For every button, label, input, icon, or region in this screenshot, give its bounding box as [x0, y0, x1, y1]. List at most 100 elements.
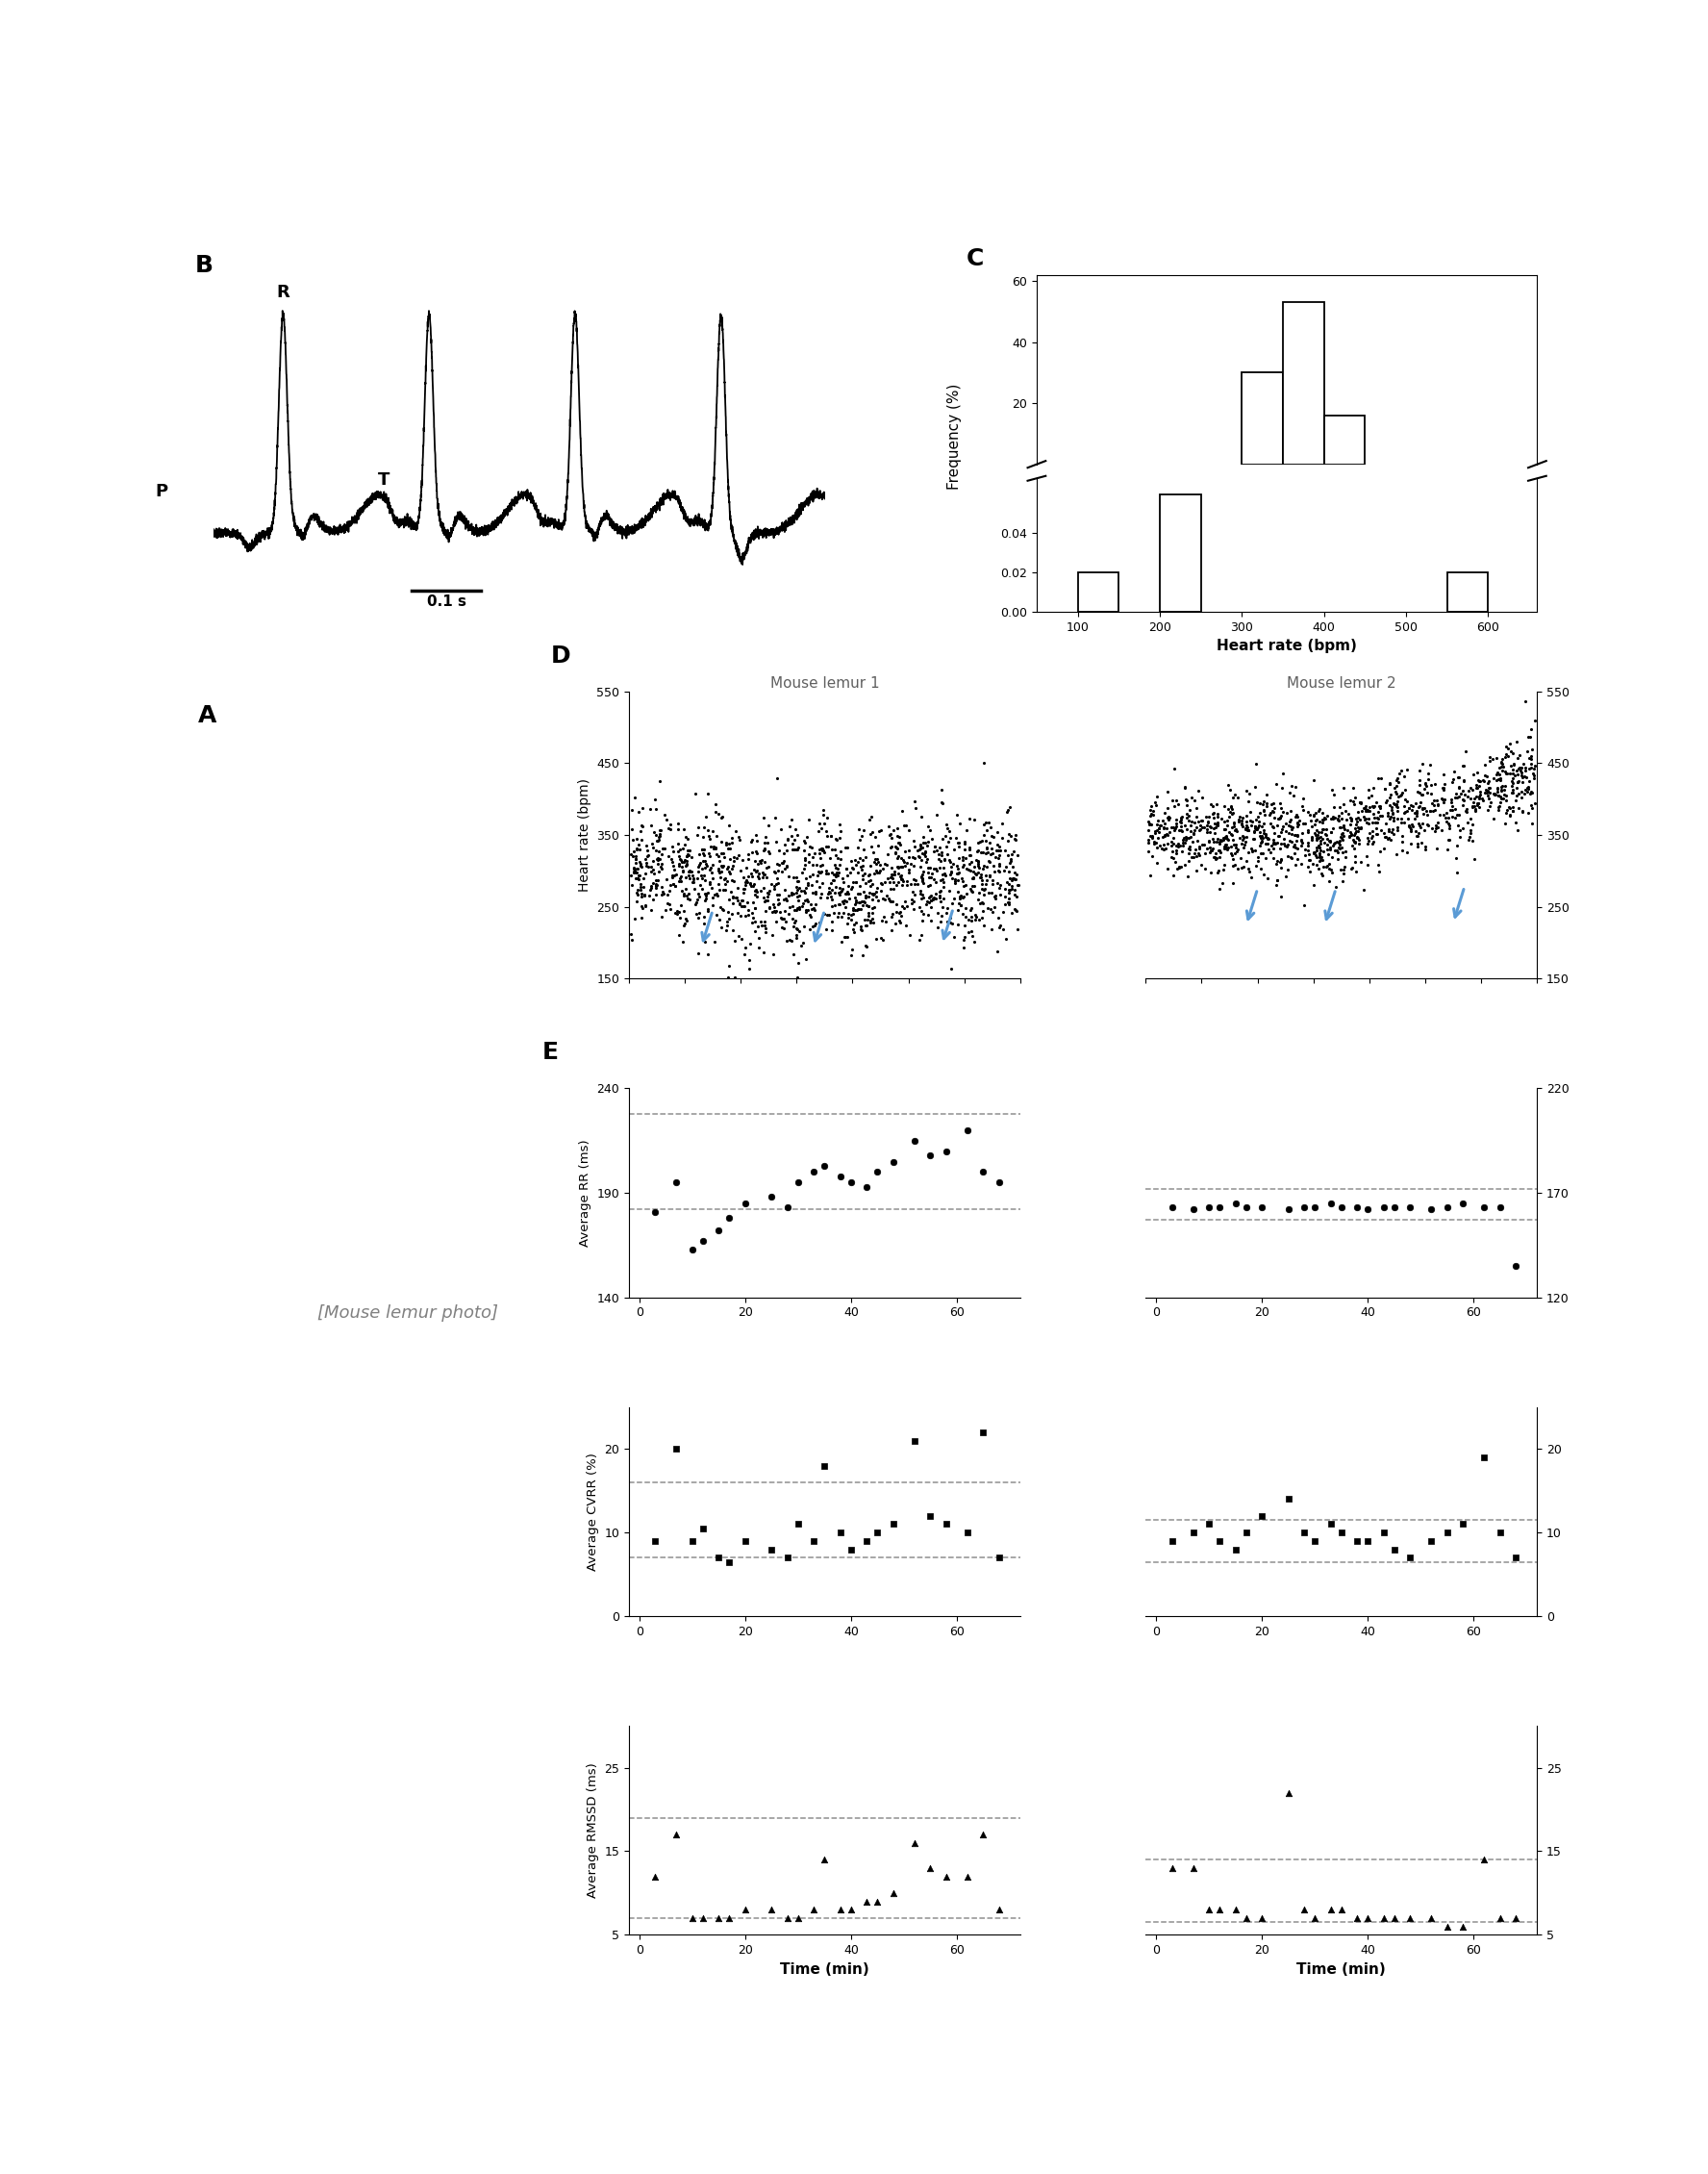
Point [1155, 817, 1182, 852]
Point [625, 859, 652, 894]
Point [960, 870, 987, 904]
Point [1377, 800, 1404, 835]
Point [951, 909, 979, 944]
Point [1505, 765, 1532, 800]
Point [946, 880, 974, 915]
Point [741, 891, 769, 926]
Point [1206, 1189, 1233, 1224]
Point [1226, 841, 1254, 876]
Point [1305, 820, 1332, 854]
Point [671, 828, 699, 863]
Point [1498, 748, 1525, 783]
Point [651, 830, 678, 865]
Point [1245, 804, 1272, 839]
Point [786, 870, 813, 904]
Point [1308, 815, 1336, 850]
Point [1255, 822, 1283, 857]
Point [1170, 822, 1197, 857]
Point [804, 859, 832, 894]
Point [834, 859, 861, 894]
Point [1375, 765, 1402, 800]
Point [938, 952, 965, 987]
Point [1363, 800, 1390, 835]
Point [683, 817, 711, 852]
Point [1483, 741, 1510, 776]
Point [787, 889, 815, 924]
Point [1450, 778, 1477, 813]
Point [740, 852, 767, 887]
Point [673, 822, 700, 857]
Point [1218, 837, 1245, 872]
Point [955, 837, 982, 872]
Point [1517, 750, 1544, 785]
Point [1454, 791, 1481, 826]
Point [748, 909, 775, 944]
Point [781, 861, 808, 896]
Point [782, 833, 810, 867]
Point [893, 867, 921, 902]
Point [1269, 809, 1296, 844]
Point [1155, 800, 1182, 835]
Point [897, 917, 924, 952]
Point [1506, 752, 1534, 787]
Point [847, 852, 874, 887]
Point [1238, 835, 1266, 870]
Bar [1078, 572, 1119, 611]
Point [637, 807, 664, 841]
Point [1237, 830, 1264, 865]
Point [1455, 780, 1483, 815]
Point [864, 870, 892, 904]
Point [1291, 1189, 1319, 1224]
Point [1261, 841, 1288, 876]
Point [1344, 820, 1372, 854]
Point [1325, 830, 1353, 865]
Point [1479, 741, 1506, 776]
Point [1409, 796, 1436, 830]
Point [890, 891, 917, 926]
Point [851, 885, 878, 920]
Point [1300, 867, 1327, 902]
Point [659, 867, 687, 902]
Point [728, 852, 755, 887]
Point [1170, 824, 1197, 859]
Point [697, 850, 724, 885]
Point [849, 861, 876, 896]
Point [1144, 802, 1172, 837]
Point [794, 883, 822, 917]
Point [1336, 820, 1363, 854]
Point [986, 870, 1013, 904]
Point [1452, 733, 1479, 767]
Point [1383, 770, 1411, 804]
Point [1520, 759, 1547, 794]
Point [702, 787, 729, 822]
Point [695, 891, 722, 926]
Point [1348, 809, 1375, 844]
Text: R: R [277, 283, 290, 300]
Point [1313, 811, 1341, 846]
Point [1454, 796, 1481, 830]
Point [1518, 791, 1546, 826]
Point [1414, 807, 1442, 841]
Point [1365, 796, 1392, 830]
Point [1331, 857, 1358, 891]
Point [835, 900, 863, 935]
Point [1368, 761, 1395, 796]
Point [1471, 1841, 1498, 1876]
Point [874, 880, 902, 915]
Point [1320, 800, 1348, 835]
Point [919, 822, 946, 857]
Point [627, 872, 654, 907]
Point [1233, 809, 1261, 844]
Point [1503, 813, 1530, 848]
Point [1138, 794, 1165, 828]
Point [798, 830, 825, 865]
Point [1266, 844, 1293, 878]
Point [632, 889, 659, 924]
Point [729, 876, 757, 911]
Point [1305, 794, 1332, 828]
Point [664, 848, 692, 883]
Point [1337, 800, 1365, 835]
Point [1279, 828, 1307, 863]
Point [878, 913, 905, 948]
Point [1151, 828, 1179, 863]
